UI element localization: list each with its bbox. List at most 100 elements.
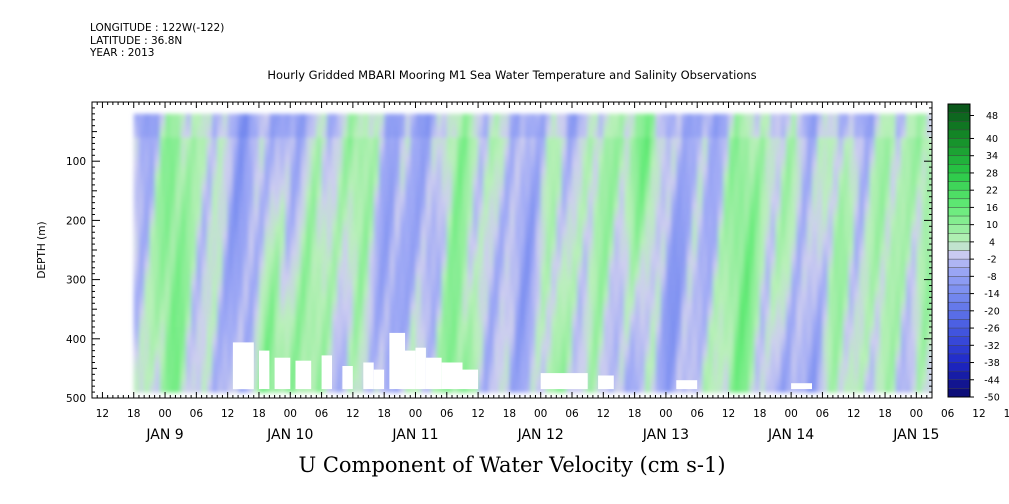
heatmap-cell [467,173,474,180]
heatmap-cell [665,113,672,121]
heatmap-cell [525,338,531,346]
heatmap-cell [138,255,145,263]
heatmap-cell [311,362,317,369]
heatmap-cell [352,255,359,263]
heatmap-cell [671,184,677,192]
heatmap-cell [452,208,458,216]
heatmap-cell [243,125,250,133]
heatmap-cell [478,214,484,221]
heatmap-cell [634,356,641,364]
heatmap-cell [561,315,568,322]
heatmap-cell [488,178,495,186]
heatmap-cell [577,119,584,127]
heatmap-cell [206,214,213,221]
heatmap-cell [154,190,161,198]
heatmap-cell [279,113,286,121]
heatmap-cell [587,155,594,162]
heatmap-cell [311,291,317,298]
heatmap-cell [483,208,490,216]
heatmap-cell [681,267,688,275]
heatmap-cell [373,137,380,145]
heatmap-cell [175,155,182,162]
heatmap-cell [655,350,662,358]
heatmap-cell [483,226,490,233]
heatmap-cell [170,119,177,127]
heatmap-cell [618,362,625,369]
heatmap-cell [133,267,140,275]
heatmap-cell [629,368,636,375]
heatmap-cell [321,178,328,186]
heatmap-cell [196,137,203,145]
heatmap-cell [295,113,302,121]
heatmap-cell [180,131,187,139]
heatmap-cell [321,155,328,162]
heatmap-cell [326,344,333,352]
heatmap-cell [332,303,338,310]
heatmap-cell [248,214,255,221]
heatmap-cell [587,119,594,127]
heatmap-cell [686,149,693,156]
heatmap-cell [665,279,672,287]
heatmap-cell [326,326,333,334]
heatmap-cell [300,149,307,156]
heatmap-cell [467,155,474,162]
heatmap-cell [530,362,537,369]
heatmap-cell [227,190,234,198]
heatmap-cell [149,273,156,281]
heatmap-cell [488,184,495,192]
heatmap-cell [311,232,317,239]
heatmap-cell [519,155,526,162]
heatmap-cell [191,279,197,287]
heatmap-cell [592,315,599,322]
heatmap-cell [566,131,573,139]
heatmap-cell [394,161,401,168]
heatmap-cell [384,244,390,251]
heatmap-cell [420,273,427,281]
heatmap-cell [295,321,302,328]
heatmap-cell [530,297,537,304]
heatmap-cell [514,137,521,145]
heatmap-cell [462,255,469,263]
heatmap-cell [425,155,432,162]
heatmap-cell [472,113,479,121]
heatmap-cell [212,350,218,358]
heatmap-cell [665,119,672,127]
heatmap-cell [410,332,417,340]
heatmap-cell [545,321,552,328]
heatmap-cell [285,303,291,310]
heatmap-cell [238,250,244,257]
heatmap-cell [144,178,150,186]
heatmap-cell [269,232,276,239]
heatmap-cell [488,226,495,233]
heatmap-cell [514,338,521,346]
heatmap-cell [478,250,484,257]
heatmap-cell [446,137,453,145]
heatmap-cell [300,220,307,227]
heatmap-cell [415,250,422,257]
heatmap-cell [295,273,302,281]
heatmap-cell [472,362,479,369]
heatmap-cell [462,362,469,369]
heatmap-cell [514,226,521,233]
heatmap-cell [509,137,516,145]
heatmap-cell [493,255,500,263]
heatmap-cell [285,273,291,281]
heatmap-cell [431,255,437,263]
heatmap-cell [159,119,166,127]
heatmap-cell [582,137,589,145]
heatmap-cell [311,149,317,156]
heatmap-cell [253,155,260,162]
heatmap-cell [337,202,344,210]
heatmap-cell [358,161,364,168]
heatmap-cell [352,131,359,139]
heatmap-cell [472,297,479,304]
heatmap-cell [676,119,683,127]
heatmap-cell [321,297,328,304]
heatmap-cell [467,356,474,364]
heatmap-cell [363,261,370,269]
heatmap-cell [483,309,490,316]
heatmap-cell [368,184,375,192]
heatmap-cell [415,149,422,156]
heatmap-cell [650,273,657,281]
heatmap-cell [478,161,484,168]
